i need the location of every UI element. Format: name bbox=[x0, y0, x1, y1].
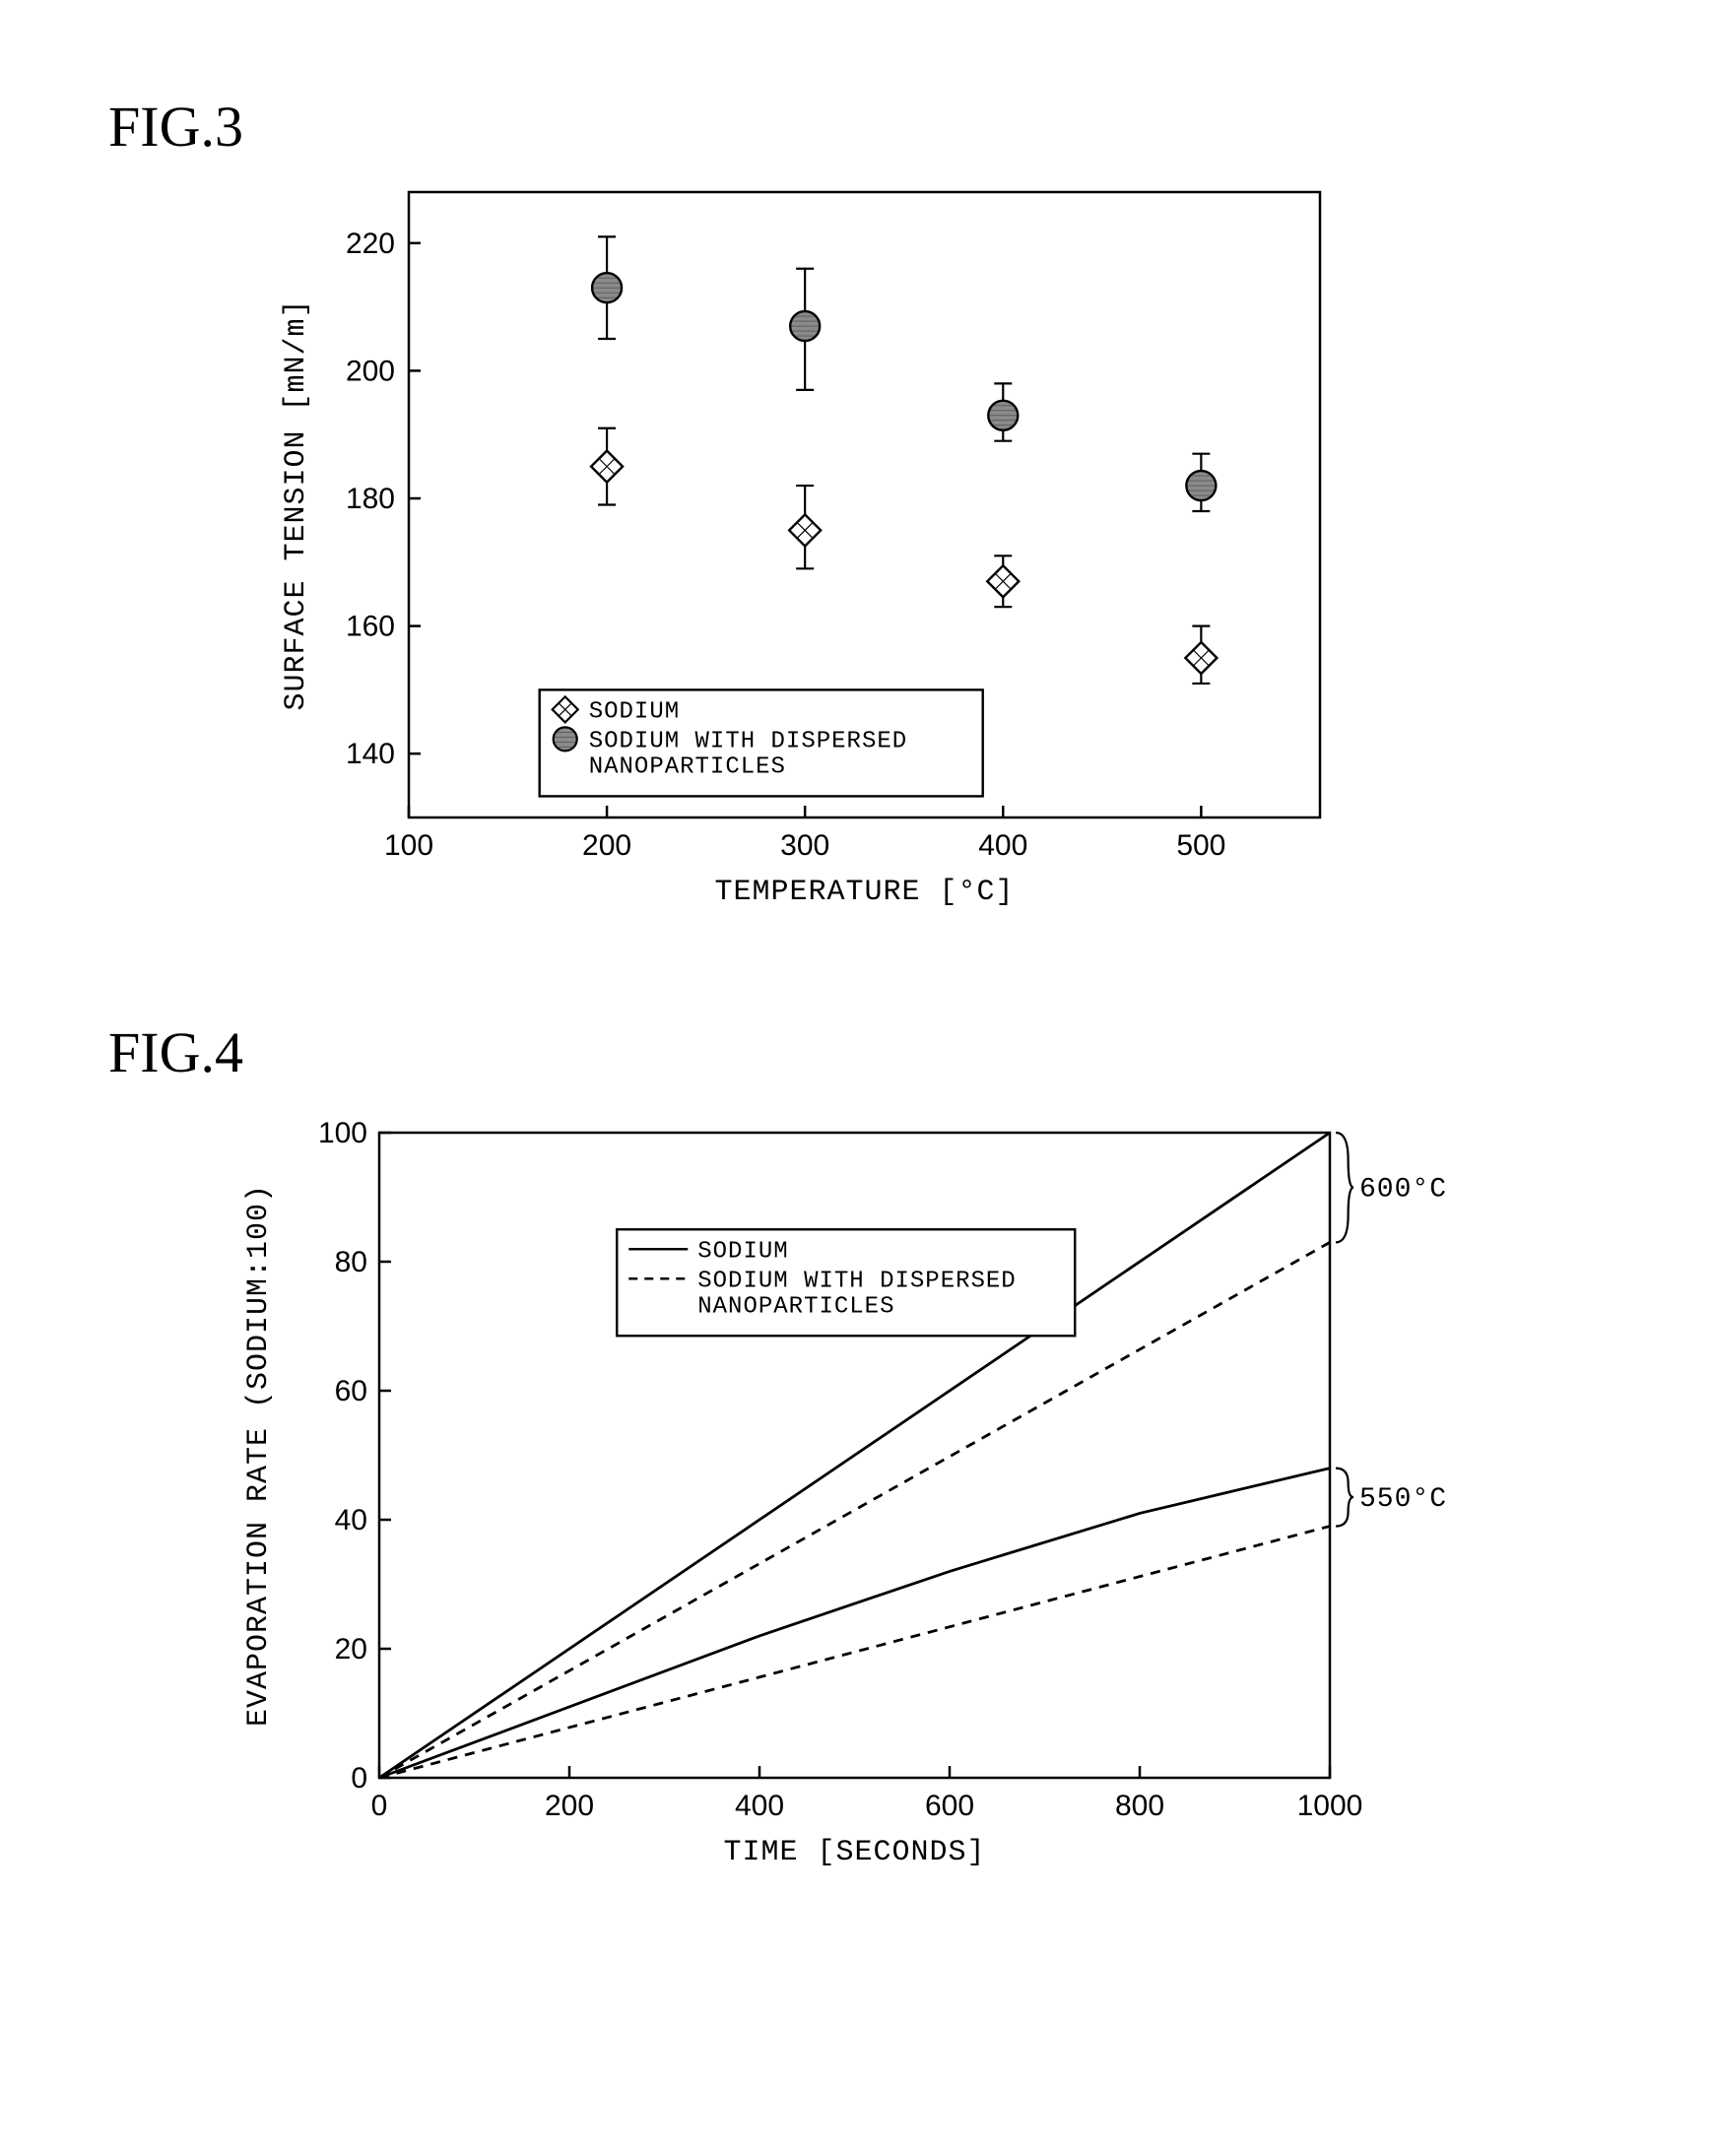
svg-text:140: 140 bbox=[346, 738, 395, 770]
svg-text:NANOPARTICLES: NANOPARTICLES bbox=[697, 1293, 894, 1320]
svg-text:SODIUM: SODIUM bbox=[589, 698, 680, 725]
svg-text:1000: 1000 bbox=[1297, 1790, 1363, 1822]
svg-text:40: 40 bbox=[335, 1504, 367, 1536]
fig3-svg: 100 200 300 400 500 140 160 180 200 220 TEMPERATUR… bbox=[266, 172, 1350, 921]
svg-text:500: 500 bbox=[1176, 829, 1225, 862]
fig4-ylabel: EVAPORATION RATE (SODIUM:100) bbox=[242, 1184, 276, 1727]
svg-text:80: 80 bbox=[335, 1246, 367, 1278]
svg-text:20: 20 bbox=[335, 1633, 367, 1666]
svg-text:SODIUM: SODIUM bbox=[697, 1238, 788, 1265]
svg-text:400: 400 bbox=[735, 1790, 784, 1822]
svg-text:220: 220 bbox=[346, 228, 395, 260]
svg-text:550°C: 550°C bbox=[1359, 1484, 1447, 1515]
svg-text:180: 180 bbox=[346, 483, 395, 515]
svg-text:800: 800 bbox=[1115, 1790, 1164, 1822]
svg-text:200: 200 bbox=[582, 829, 631, 862]
svg-text:100: 100 bbox=[384, 829, 433, 862]
fig4-chart: 0 200 400 600 800 1000 0 20 40 60 80 100 TIME [SECON… bbox=[227, 1113, 1468, 1881]
fig3-chart: 100 200 300 400 500 140 160 180 200 220 TEMPERATUR… bbox=[266, 172, 1350, 921]
svg-text:NANOPARTICLES: NANOPARTICLES bbox=[589, 753, 786, 780]
svg-text:200: 200 bbox=[545, 1790, 594, 1822]
svg-text:SODIUM WITH DISPERSED: SODIUM WITH DISPERSED bbox=[589, 728, 907, 754]
svg-text:100: 100 bbox=[318, 1117, 367, 1149]
fig3-ylabel: SURFACE TENSION [mN/m] bbox=[280, 298, 313, 710]
svg-text:400: 400 bbox=[978, 829, 1027, 862]
svg-text:0: 0 bbox=[371, 1790, 388, 1822]
svg-text:200: 200 bbox=[346, 355, 395, 387]
fig4-xlabel: TIME [SECONDS] bbox=[723, 1836, 985, 1869]
fig4-label: FIG.4 bbox=[108, 1019, 243, 1085]
fig3-label: FIG.3 bbox=[108, 94, 243, 160]
svg-text:600: 600 bbox=[925, 1790, 974, 1822]
svg-text:300: 300 bbox=[780, 829, 829, 862]
svg-text:600°C: 600°C bbox=[1359, 1175, 1447, 1206]
svg-text:0: 0 bbox=[351, 1762, 367, 1795]
svg-text:160: 160 bbox=[346, 611, 395, 643]
fig3-xlabel: TEMPERATURE [°C] bbox=[714, 876, 1014, 909]
svg-text:SODIUM WITH DISPERSED: SODIUM WITH DISPERSED bbox=[697, 1268, 1016, 1294]
fig4-svg: 0 200 400 600 800 1000 0 20 40 60 80 100 TIME [SECON… bbox=[227, 1113, 1468, 1881]
svg-text:60: 60 bbox=[335, 1375, 367, 1407]
